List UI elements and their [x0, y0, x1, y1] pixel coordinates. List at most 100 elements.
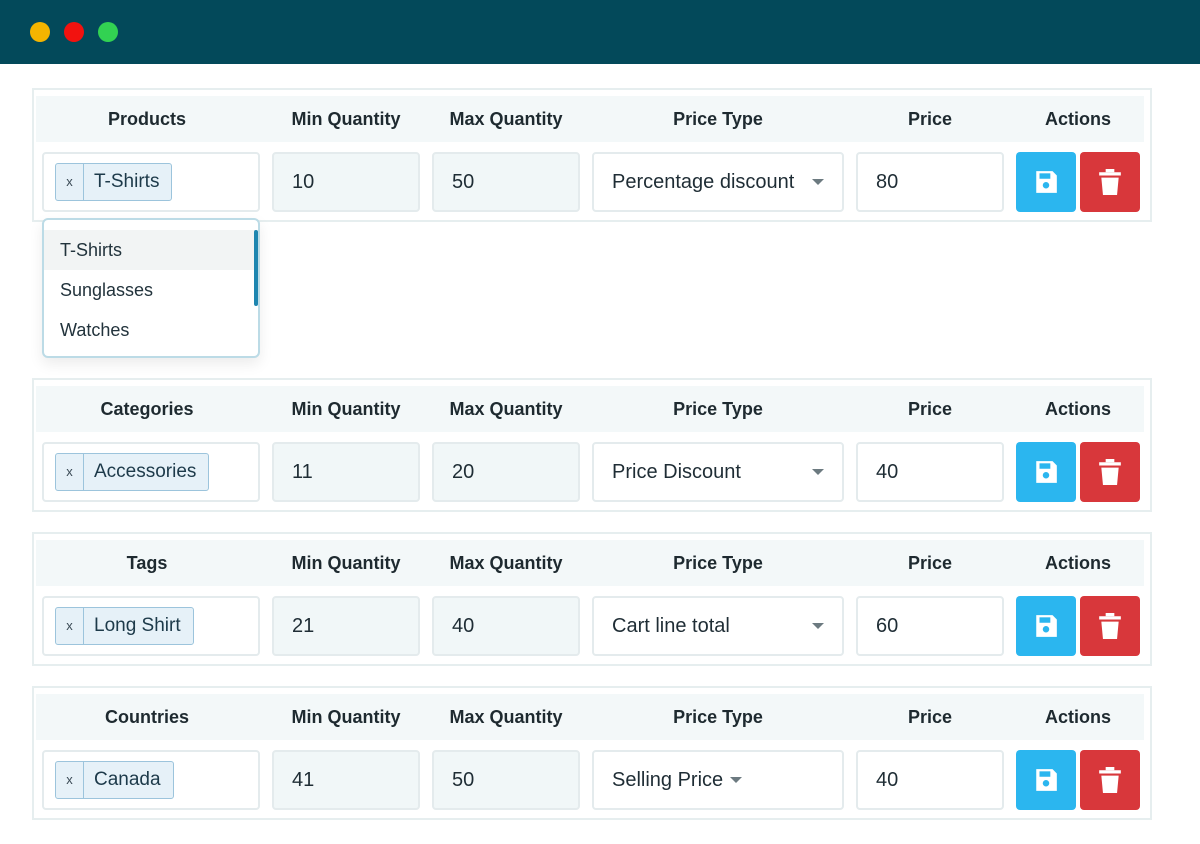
save-button[interactable] [1016, 750, 1076, 810]
actions-header: Actions [1044, 399, 1111, 419]
caret-down-icon [812, 179, 824, 185]
min-quantity-value: 21 [292, 615, 315, 637]
min-quantity-input[interactable]: 11 [272, 442, 420, 502]
min-quantity-header: Min Quantity [291, 109, 401, 129]
selected-chip: x Accessories [55, 453, 210, 491]
categories-multiselect[interactable]: x Accessories [42, 442, 260, 502]
delete-button[interactable] [1080, 152, 1140, 212]
price-value: 40 [876, 461, 899, 483]
min-quantity-header: Min Quantity [291, 707, 401, 727]
max-quantity-input[interactable]: 40 [432, 596, 580, 656]
floppy-disk-icon [1036, 615, 1057, 637]
scope-header: Products [107, 109, 186, 129]
table-header: Products Min Quantity Max Quantity Price… [36, 96, 1144, 142]
remove-chip-button[interactable]: x [56, 454, 84, 490]
min-quantity-value: 10 [292, 171, 315, 193]
trash-icon [1099, 613, 1121, 639]
max-quantity-header: Max Quantity [449, 707, 563, 727]
caret-down-icon [730, 777, 742, 783]
pricing-rule-tags: Tags Min Quantity Max Quantity Price Typ… [32, 532, 1152, 666]
table-header: Categories Min Quantity Max Quantity Pri… [36, 386, 1144, 432]
remove-chip-button[interactable]: x [56, 608, 84, 644]
minimize-window-button[interactable] [30, 22, 50, 42]
dropdown-option-watches[interactable]: Watches [60, 320, 130, 340]
price-type-value: Cart line total [612, 615, 730, 637]
min-quantity-header: Min Quantity [291, 399, 401, 419]
close-window-button[interactable] [64, 22, 84, 42]
trash-icon [1099, 459, 1121, 485]
products-dropdown-menu: T-Shirts Sunglasses Watches [42, 218, 260, 358]
save-button[interactable] [1016, 596, 1076, 656]
price-header: Price [907, 553, 953, 573]
scope-header: Tags [126, 553, 168, 573]
price-type-header: Price Type [673, 553, 763, 573]
table-header: Tags Min Quantity Max Quantity Price Typ… [36, 540, 1144, 586]
scope-header: Countries [104, 707, 189, 727]
selected-chip: x Canada [55, 761, 174, 799]
max-quantity-header: Max Quantity [449, 109, 563, 129]
dropdown-option-sunglasses[interactable]: Sunglasses [60, 280, 154, 300]
delete-button[interactable] [1080, 596, 1140, 656]
remove-chip-button[interactable]: x [56, 164, 84, 200]
selected-chip: x Long Shirt [55, 607, 194, 645]
pricing-rule-categories: Categories Min Quantity Max Quantity Pri… [32, 378, 1152, 512]
actions-header: Actions [1044, 553, 1111, 573]
chip-label: T-Shirts [94, 171, 160, 192]
price-value: 40 [876, 769, 899, 791]
delete-button[interactable] [1080, 442, 1140, 502]
trash-icon [1099, 169, 1121, 195]
price-header: Price [907, 109, 953, 129]
min-quantity-input[interactable]: 41 [272, 750, 420, 810]
dropdown-option-t-shirts[interactable]: T-Shirts [44, 230, 256, 270]
min-quantity-input[interactable]: 21 [272, 596, 420, 656]
trash-icon [1099, 767, 1121, 793]
table-header: Countries Min Quantity Max Quantity Pric… [36, 694, 1144, 740]
floppy-disk-icon [1036, 171, 1057, 193]
price-type-value: Percentage discount [612, 171, 795, 193]
floppy-disk-icon [1036, 769, 1057, 791]
min-quantity-header: Min Quantity [291, 553, 401, 573]
price-type-value: Selling Price [612, 769, 724, 791]
window-titlebar [0, 0, 1200, 64]
delete-button[interactable] [1080, 750, 1140, 810]
price-input[interactable]: 40 [856, 442, 1004, 502]
price-header: Price [907, 399, 953, 419]
maximize-window-button[interactable] [98, 22, 118, 42]
max-quantity-header: Max Quantity [449, 399, 563, 419]
actions-header: Actions [1044, 109, 1111, 129]
min-quantity-value: 41 [292, 769, 315, 791]
caret-down-icon [812, 623, 824, 629]
actions-header: Actions [1044, 707, 1111, 727]
pricing-rule-countries: Countries Min Quantity Max Quantity Pric… [32, 686, 1152, 820]
save-button[interactable] [1016, 442, 1076, 502]
selected-chip: x T-Shirts [55, 163, 173, 201]
max-quantity-value: 40 [452, 615, 475, 637]
price-type-select[interactable]: Price Discount [592, 442, 844, 502]
remove-chip-button[interactable]: x [56, 762, 84, 798]
dropdown-scrollbar[interactable] [254, 230, 258, 306]
min-quantity-input[interactable]: 10 [272, 152, 420, 212]
countries-multiselect[interactable]: x Canada [42, 750, 260, 810]
price-input[interactable]: 80 [856, 152, 1004, 212]
price-header: Price [907, 707, 953, 727]
caret-down-icon [812, 469, 824, 475]
price-input[interactable]: 60 [856, 596, 1004, 656]
pricing-rule-products: Products Min Quantity Max Quantity Price… [32, 88, 1152, 222]
max-quantity-input[interactable]: 50 [432, 152, 580, 212]
chip-label: Long Shirt [94, 615, 181, 636]
max-quantity-input[interactable]: 50 [432, 750, 580, 810]
price-type-header: Price Type [673, 109, 763, 129]
min-quantity-value: 11 [292, 461, 313, 483]
price-type-select[interactable]: Selling Price [592, 750, 844, 810]
floppy-disk-icon [1036, 461, 1057, 483]
price-type-value: Price Discount [612, 461, 741, 483]
max-quantity-header: Max Quantity [449, 553, 563, 573]
price-type-select[interactable]: Cart line total [592, 596, 844, 656]
price-input[interactable]: 40 [856, 750, 1004, 810]
price-type-select[interactable]: Percentage discount [592, 152, 844, 212]
tags-multiselect[interactable]: x Long Shirt [42, 596, 260, 656]
price-type-header: Price Type [673, 399, 763, 419]
save-button[interactable] [1016, 152, 1076, 212]
products-multiselect[interactable]: x T-Shirts [42, 152, 260, 212]
max-quantity-input[interactable]: 20 [432, 442, 580, 502]
